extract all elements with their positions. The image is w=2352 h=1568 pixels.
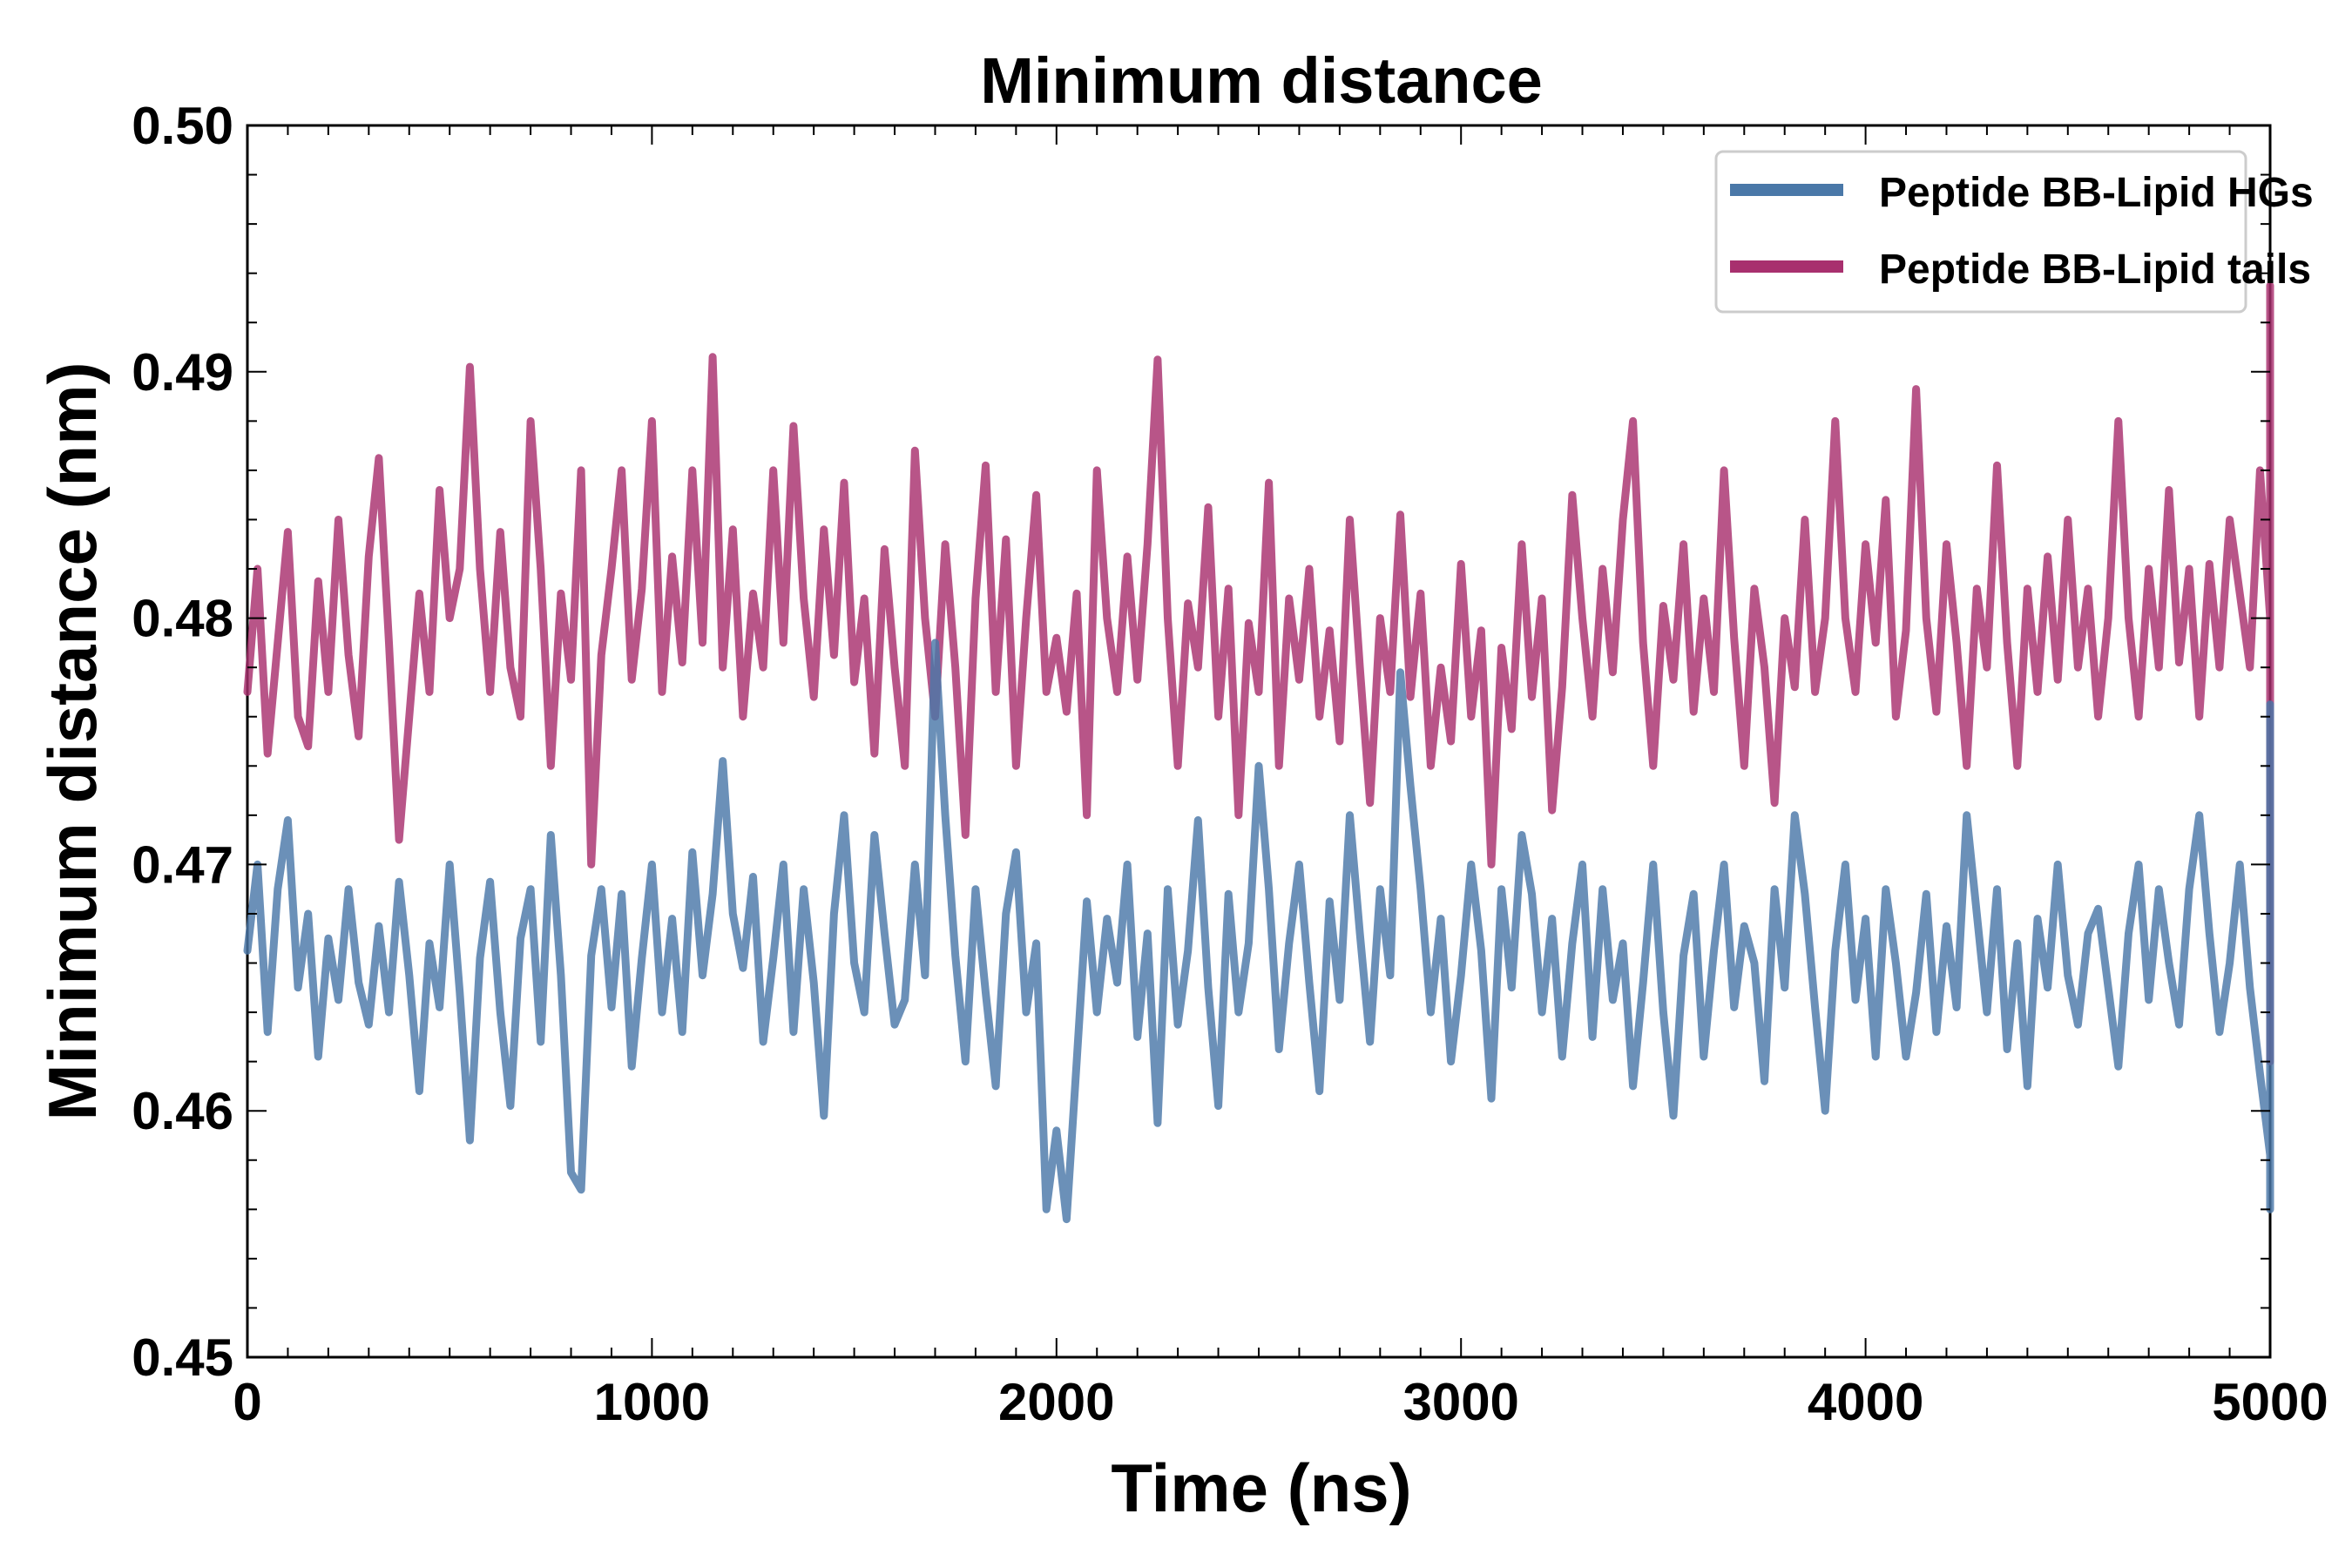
y-tick-label: 0.46 <box>132 1082 233 1140</box>
y-tick-label: 0.47 <box>132 835 233 894</box>
legend-label-tails: Peptide BB-Lipid tails <box>1879 247 2311 293</box>
y-tick-label: 0.45 <box>132 1328 233 1387</box>
x-tick-label: 5000 <box>2212 1373 2328 1431</box>
y-axis-label: Minimum distance (nm) <box>34 362 111 1120</box>
x-tick-label: 3000 <box>1402 1373 1518 1431</box>
series-line-tails <box>243 281 2274 1066</box>
y-tick-label: 0.50 <box>132 97 233 155</box>
chart-title: Minimum distance <box>980 44 1543 117</box>
y-tick-label: 0.49 <box>132 343 233 402</box>
series-layer <box>243 281 2274 1224</box>
x-tick-label: 1000 <box>594 1373 710 1431</box>
x-tick-labels: 0 1000 2000 3000 4000 5000 <box>233 1373 2328 1431</box>
tick-layer <box>247 125 2271 1358</box>
legend-box <box>1714 150 2247 314</box>
x-tick-label: 2000 <box>998 1373 1114 1431</box>
plot-area <box>243 124 2274 1359</box>
x-tick-label: 0 <box>233 1373 261 1431</box>
legend-label-hgs: Peptide BB-Lipid HGs <box>1879 170 2314 216</box>
x-axis-label: Time (ns) <box>1111 1450 1411 1526</box>
x-tick-label: 4000 <box>1808 1373 1923 1431</box>
y-tick-label: 0.48 <box>132 590 233 648</box>
legend: Peptide BB-Lipid HGs Peptide BB-Lipid ta… <box>1714 150 2314 314</box>
y-tick-labels: 0.45 0.46 0.47 0.48 0.49 0.50 <box>132 97 233 1387</box>
